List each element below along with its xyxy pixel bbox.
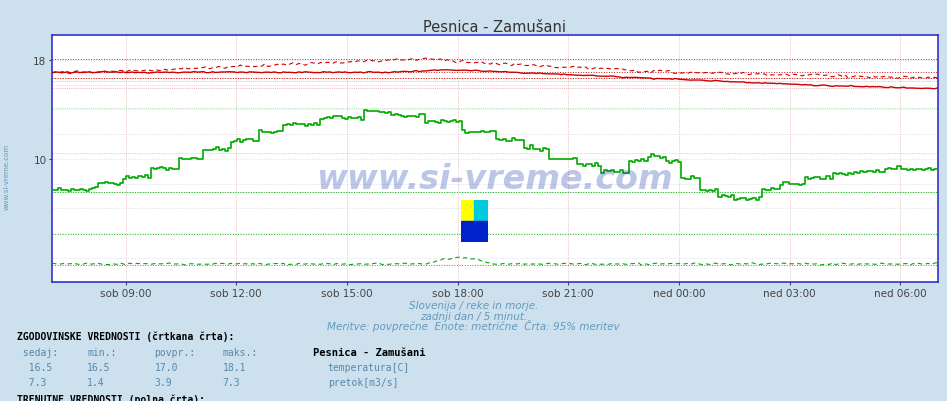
Text: www.si-vreme.com: www.si-vreme.com bbox=[316, 163, 673, 196]
Text: TRENUTNE VREDNOSTI (polna črta):: TRENUTNE VREDNOSTI (polna črta): bbox=[17, 394, 205, 401]
Text: temperatura[C]: temperatura[C] bbox=[328, 362, 410, 372]
Text: Meritve: povprečne  Enote: metrične  Črta: 95% meritev: Meritve: povprečne Enote: metrične Črta:… bbox=[327, 320, 620, 332]
Text: pretok[m3/s]: pretok[m3/s] bbox=[328, 377, 398, 387]
Text: min.:: min.: bbox=[87, 347, 116, 357]
Text: sedaj:: sedaj: bbox=[17, 347, 58, 357]
Text: maks.:: maks.: bbox=[223, 347, 258, 357]
Bar bbox=[474, 200, 488, 221]
Bar bbox=[461, 200, 474, 221]
Text: 1.4: 1.4 bbox=[87, 377, 105, 387]
Text: 7.3: 7.3 bbox=[223, 377, 241, 387]
Text: Pesnica - Zamušani: Pesnica - Zamušani bbox=[313, 347, 425, 357]
Text: Slovenija / reke in morje.: Slovenija / reke in morje. bbox=[409, 300, 538, 310]
Bar bbox=[461, 221, 488, 243]
Text: 16.5: 16.5 bbox=[17, 362, 52, 372]
Text: ZGODOVINSKE VREDNOSTI (črtkana črta):: ZGODOVINSKE VREDNOSTI (črtkana črta): bbox=[17, 330, 235, 341]
Text: 16.5: 16.5 bbox=[87, 362, 111, 372]
Title: Pesnica - Zamušani: Pesnica - Zamušani bbox=[423, 20, 566, 35]
Text: 7.3: 7.3 bbox=[17, 377, 46, 387]
Text: www.si-vreme.com: www.si-vreme.com bbox=[4, 144, 9, 209]
Text: zadnji dan / 5 minut.: zadnji dan / 5 minut. bbox=[420, 311, 527, 321]
Text: 3.9: 3.9 bbox=[154, 377, 172, 387]
Text: povpr.:: povpr.: bbox=[154, 347, 195, 357]
Text: 18.1: 18.1 bbox=[223, 362, 246, 372]
Text: 17.0: 17.0 bbox=[154, 362, 178, 372]
